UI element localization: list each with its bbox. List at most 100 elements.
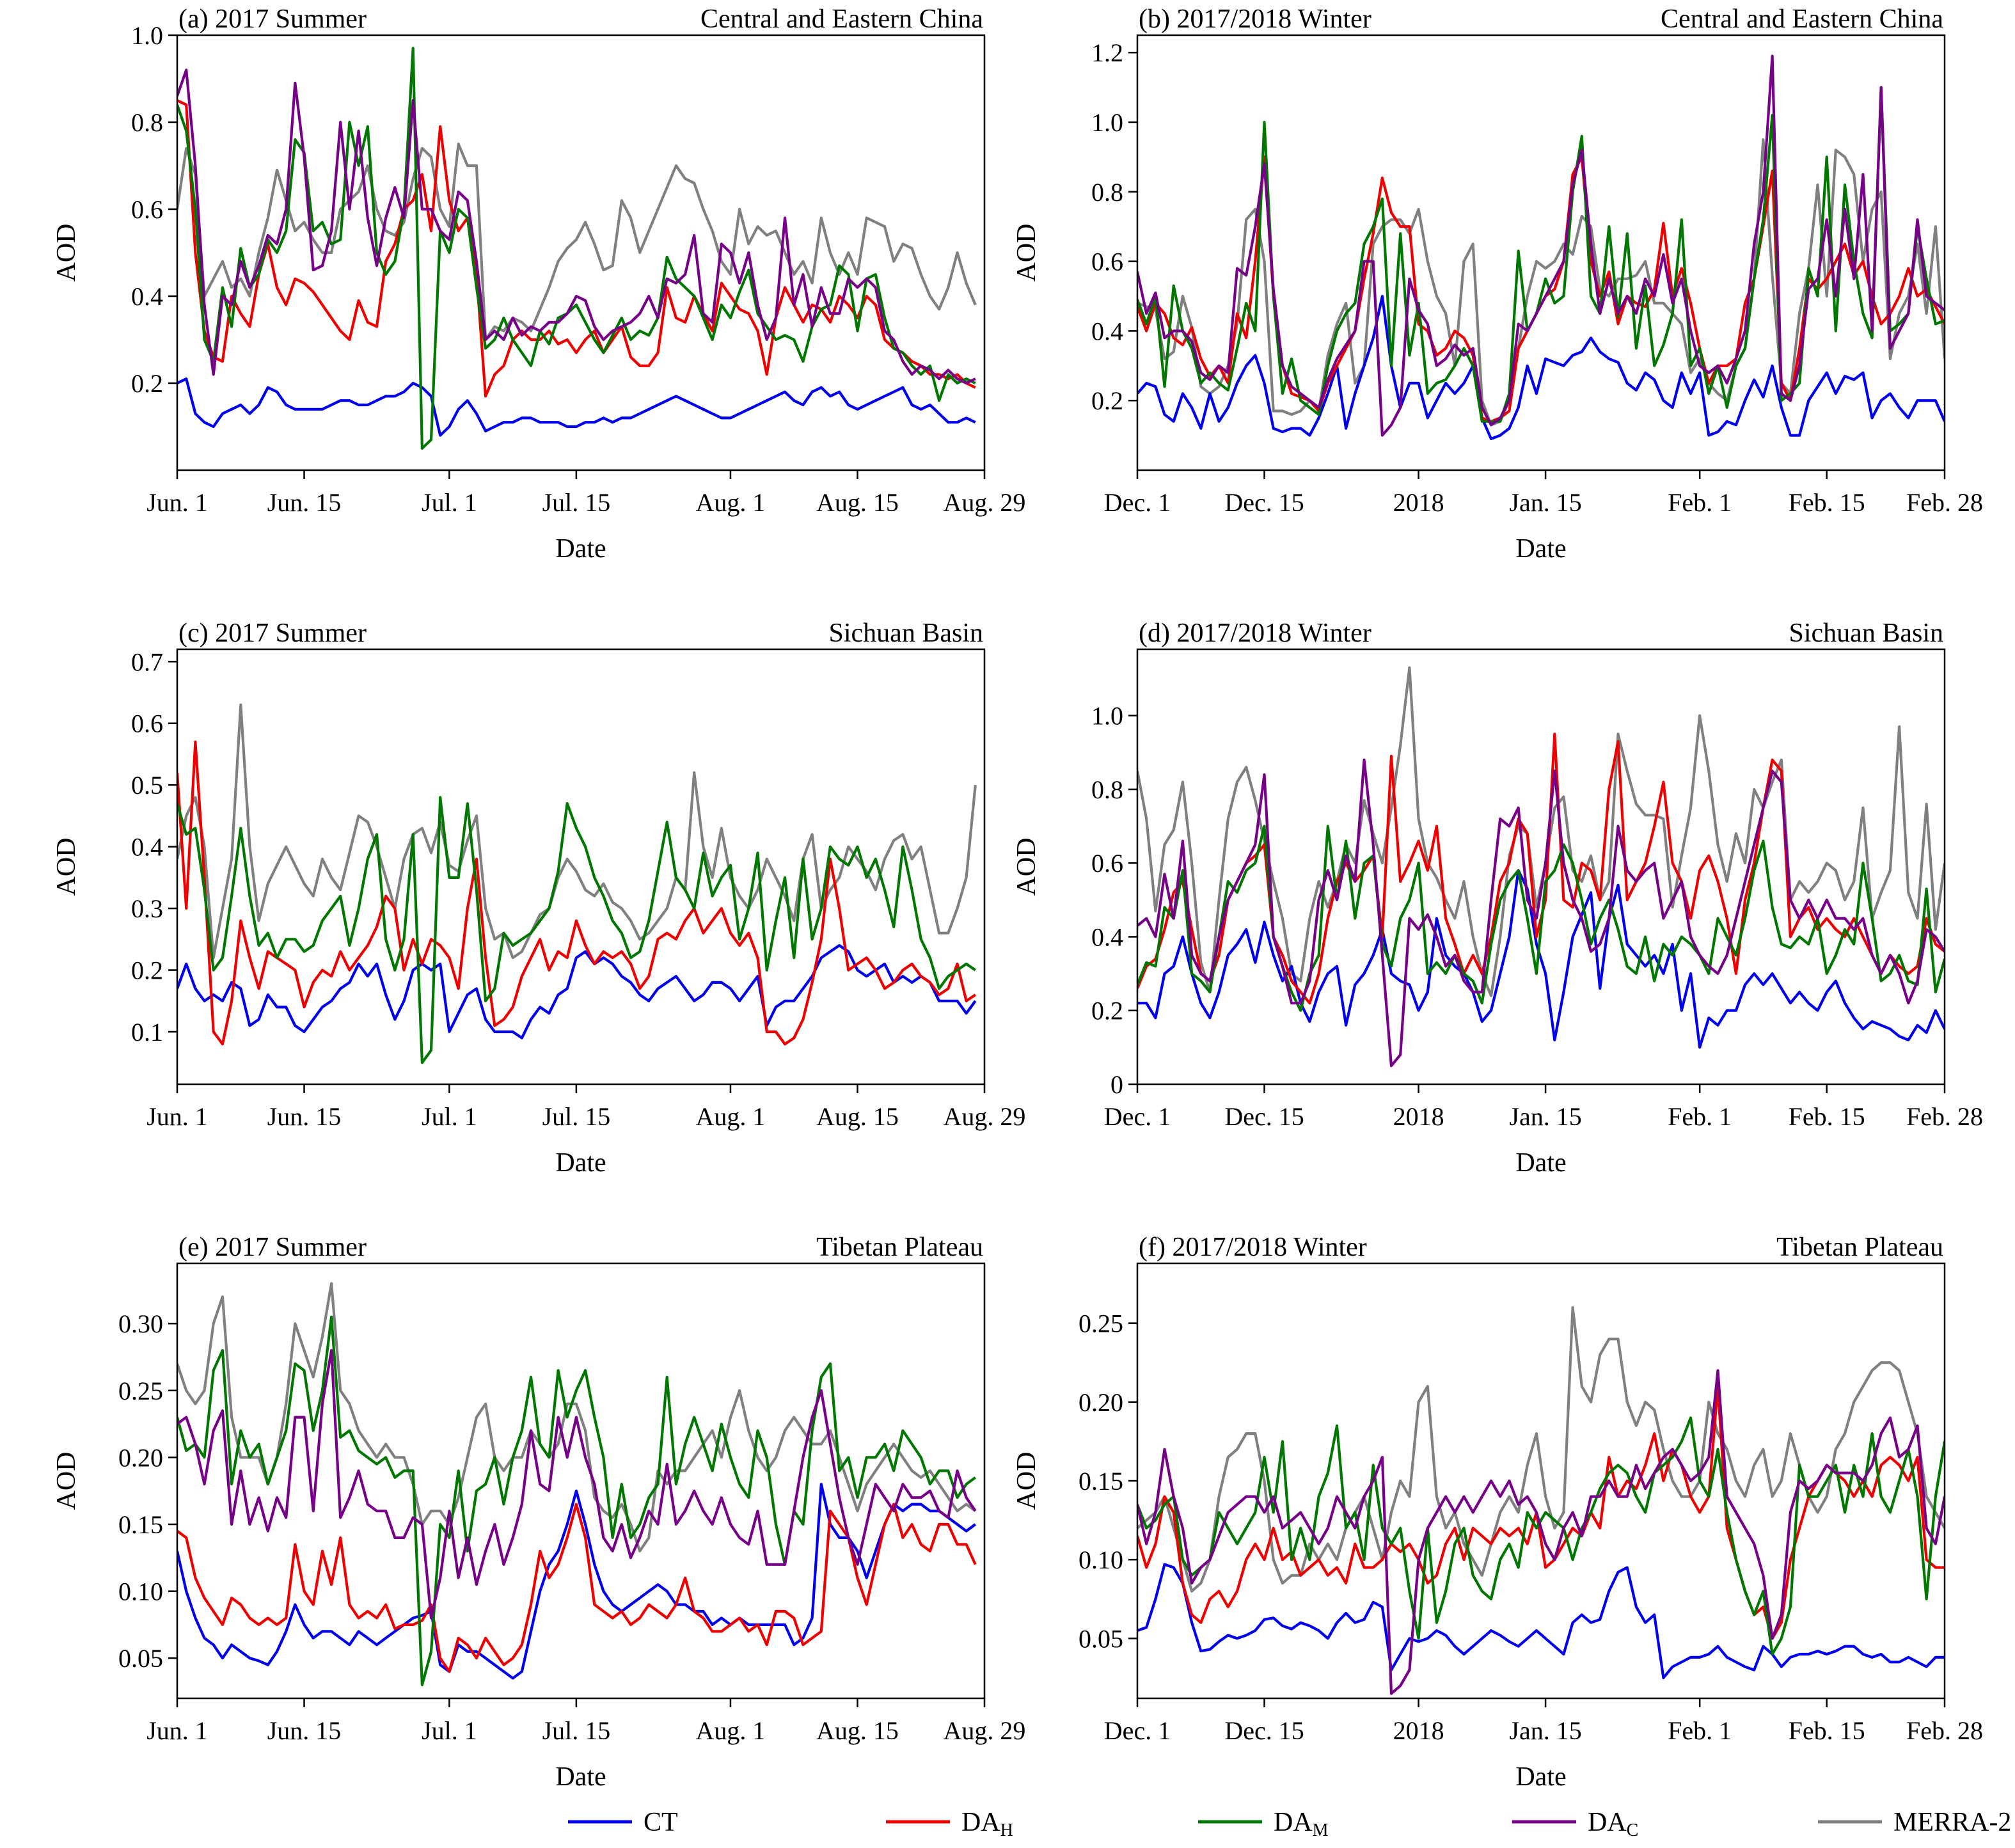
- x-tick-label: Jan. 15: [1509, 488, 1581, 517]
- plot-frame: [176, 34, 986, 471]
- x-tick-label: Jun. 1: [146, 488, 208, 517]
- x-tick-label: Jul. 1: [422, 1716, 477, 1745]
- x-tick-label: Jun. 15: [267, 1102, 342, 1131]
- y-tick-label: 0.8: [131, 108, 163, 137]
- legend-item-merra2: MERRA-2: [1818, 1808, 2011, 1837]
- y-tick-label: 0.2: [131, 956, 163, 985]
- y-tick-label: 0.25: [1079, 1309, 1123, 1338]
- legend-label-main: CT: [644, 1808, 678, 1837]
- x-tick-label: 2018: [1393, 1102, 1444, 1131]
- series-line-dam: [177, 47, 976, 450]
- x-tick-label: Aug. 29: [944, 488, 1026, 517]
- series-line-ct: [1137, 869, 1945, 1049]
- series-line-merra2: [1137, 138, 1945, 427]
- panel-f: 0.05 0.10 0.15 0.20 0.25 Dec. 1 Dec. 15 2018 Jan…: [1012, 1233, 1983, 1792]
- panel-title: (e) 2017 Summer: [178, 1233, 367, 1262]
- legend-item-ct: CT: [568, 1808, 678, 1837]
- y-axis-label: AOD: [52, 838, 81, 896]
- y-tick-label: 0.4: [1091, 922, 1123, 951]
- legend-item-dah: DAH: [886, 1808, 1013, 1840]
- panel-a: 0.2 0.4 0.6 0.8 1.0 Jun. 1 Jun. 15 Jul. 1 Jul. 1…: [52, 4, 1025, 564]
- plot-frame: [176, 648, 986, 1086]
- x-tick-label: Dec. 15: [1224, 1102, 1304, 1131]
- series-line-ct: [1137, 1563, 1945, 1680]
- panel-region-label: Sichuan Basin: [829, 619, 983, 648]
- legend-label-subscript: C: [1627, 1820, 1639, 1840]
- legend-label: DAH: [961, 1808, 1013, 1840]
- x-tick-label: Jun. 15: [267, 1716, 342, 1745]
- panel-b-series: [1137, 54, 1945, 441]
- panel-region-label: Sichuan Basin: [1789, 619, 1943, 648]
- y-tick-label: 1.0: [1091, 108, 1123, 137]
- y-tick-label: 0.4: [131, 282, 163, 311]
- plot-frame: [176, 1262, 986, 1700]
- series-line-ct: [177, 377, 976, 437]
- legend-label-main: DA: [1588, 1808, 1627, 1837]
- panel-e: 0.05 0.10 0.15 0.20 0.25 0.30 Jun. 1 Jun. 15 Jul…: [52, 1233, 1025, 1792]
- x-tick-label: Dec. 1: [1104, 488, 1171, 517]
- panel-c: 0.1 0.2 0.3 0.4 0.5 0.6 0.7 Jun. 1 Jun. 15 Jul. 1…: [52, 619, 1025, 1178]
- legend-label-main: DA: [1274, 1808, 1313, 1837]
- x-tick-label: Aug. 29: [944, 1716, 1026, 1745]
- plot-frame: [1136, 648, 1946, 1086]
- legend-label-main: MERRA-2: [1893, 1808, 2011, 1837]
- x-tick-label: Jul. 15: [542, 1716, 611, 1745]
- x-tick-label: Jul. 15: [542, 1102, 611, 1131]
- y-tick-label: 0.10: [1079, 1545, 1123, 1574]
- series-line-dac: [177, 68, 976, 385]
- legend-item-dac: DAC: [1512, 1808, 1638, 1840]
- x-axis-label: Date: [1515, 1148, 1566, 1178]
- x-axis-label: Date: [555, 1762, 606, 1792]
- y-tick-label: 1.0: [131, 21, 163, 50]
- x-tick-label: Feb. 1: [1668, 488, 1732, 517]
- x-tick-label: Jan. 15: [1509, 1102, 1581, 1131]
- panel-region-label: Tibetan Plateau: [816, 1233, 983, 1262]
- y-tick-label: 0.7: [131, 647, 163, 676]
- y-tick-label: 0.2: [131, 369, 163, 398]
- x-tick-label: Feb. 28: [1906, 488, 1983, 517]
- x-tick-label: Jul. 1: [422, 1102, 477, 1131]
- series-line-dam: [1137, 1416, 1945, 1656]
- y-axis-label: AOD: [52, 1452, 81, 1510]
- plot-frame: [1136, 34, 1946, 471]
- y-tick-label: 0.6: [1091, 849, 1123, 878]
- x-tick-label: Aug. 29: [944, 1102, 1026, 1131]
- y-tick-label: 0.1: [131, 1018, 163, 1046]
- chart-panels: 0.2 0.4 0.6 0.8 1.0 Jun. 1 Jun. 15 Jul. 1 Jul. 1…: [52, 4, 1983, 1792]
- y-tick-label: 0.20: [1079, 1388, 1123, 1417]
- x-tick-label: Feb. 28: [1906, 1716, 1983, 1745]
- legend-label: DAM: [1274, 1808, 1329, 1840]
- y-tick-label: 0.5: [131, 771, 163, 800]
- legend-item-dam: DAM: [1198, 1808, 1329, 1840]
- x-tick-label: Feb. 1: [1668, 1716, 1732, 1745]
- panel-d: 0 0.2 0.4 0.6 0.8 1.0 Dec. 1 Dec. 15 2018 Jan. 15…: [1012, 619, 1983, 1178]
- x-tick-label: Aug. 15: [816, 488, 899, 517]
- legend-label-main: DA: [961, 1808, 1000, 1837]
- panel-region-label: Central and Eastern China: [1661, 4, 1943, 34]
- series-line-dac: [1137, 54, 1945, 437]
- series-line-dah: [177, 1503, 977, 1673]
- x-tick-label: Jun. 1: [146, 1716, 208, 1745]
- y-tick-label: 0.6: [131, 709, 163, 738]
- y-tick-label: 0.05: [118, 1644, 163, 1673]
- panel-region-label: Tibetan Plateau: [1776, 1233, 1943, 1262]
- x-tick-label: Dec. 1: [1104, 1716, 1171, 1745]
- panel-region-label: Central and Eastern China: [700, 4, 983, 34]
- y-tick-label: 0.15: [118, 1510, 163, 1539]
- x-axis-label: Date: [555, 1148, 606, 1178]
- y-tick-label: 0.8: [1091, 775, 1123, 804]
- x-tick-label: Aug. 1: [696, 488, 766, 517]
- panel-c-series: [177, 703, 977, 1064]
- x-tick-label: Jun. 1: [146, 1102, 208, 1131]
- y-tick-label: 0.4: [131, 833, 163, 862]
- y-axis-label: AOD: [1012, 1452, 1041, 1510]
- series-line-dac: [1137, 758, 1945, 1068]
- panel-b: 0.2 0.4 0.6 0.8 1.0 1.2 Dec. 1 Dec. 15 2018 Jan. …: [1012, 4, 1983, 564]
- x-tick-label: Feb. 15: [1789, 1102, 1865, 1131]
- series-line-dac: [1137, 1369, 1945, 1695]
- series-line-ct: [1137, 294, 1945, 441]
- y-tick-label: 0.3: [131, 894, 163, 923]
- y-axis-label: AOD: [1012, 224, 1041, 282]
- panel-d-series: [1137, 666, 1945, 1068]
